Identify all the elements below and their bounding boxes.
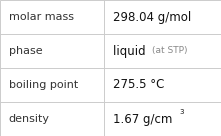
Text: 1.67 g/cm: 1.67 g/cm — [113, 112, 172, 126]
Text: 3: 3 — [179, 109, 183, 115]
Text: (at STP): (at STP) — [152, 47, 188, 55]
Text: density: density — [9, 114, 50, 124]
Text: phase: phase — [9, 46, 42, 56]
Text: molar mass: molar mass — [9, 12, 74, 22]
Text: boiling point: boiling point — [9, 80, 78, 90]
Text: 298.04 g/mol: 298.04 g/mol — [113, 10, 191, 24]
Text: 275.5 °C: 275.5 °C — [113, 78, 164, 92]
Text: liquid: liquid — [113, 44, 153, 58]
